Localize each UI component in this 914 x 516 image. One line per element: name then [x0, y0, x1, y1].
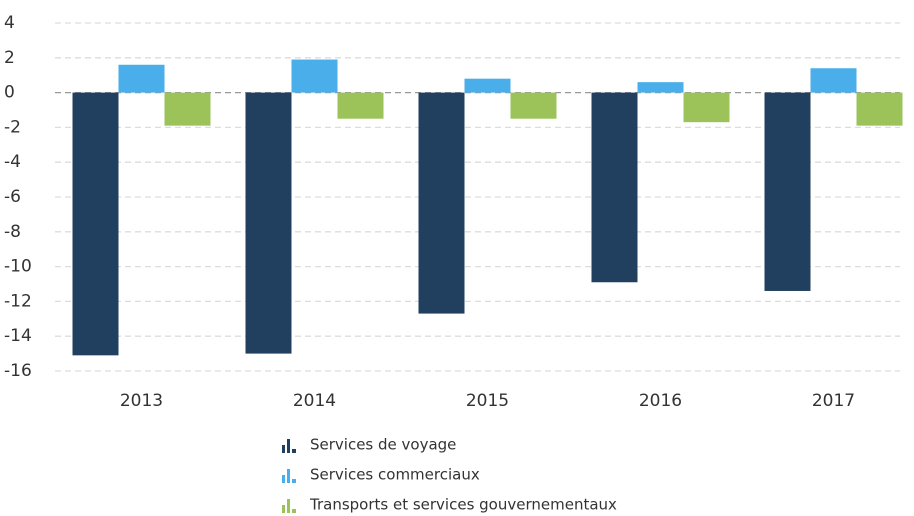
legend-label: Services commerciaux — [310, 466, 480, 484]
bar — [637, 82, 684, 93]
legend-icon — [282, 505, 285, 513]
x-tick-label: 2014 — [293, 391, 336, 411]
bar — [245, 92, 292, 354]
y-tick-label: -4 — [4, 152, 21, 172]
bar — [810, 68, 857, 93]
y-tick-label: -6 — [4, 187, 21, 207]
y-tick-label: 2 — [4, 48, 15, 68]
legend-icon — [282, 445, 285, 453]
bar — [418, 92, 465, 314]
y-tick-label: -8 — [4, 222, 21, 242]
y-tick-label: 0 — [4, 83, 15, 103]
legend-icon — [287, 499, 290, 513]
bar — [464, 78, 511, 93]
x-tick-label: 2013 — [120, 391, 163, 411]
x-tick-label: 2017 — [812, 391, 855, 411]
y-tick-label: -12 — [4, 291, 32, 311]
legend-label: Transports et services gouvernementaux — [309, 496, 617, 514]
legend-icon — [287, 469, 290, 483]
bar — [337, 92, 384, 119]
y-tick-label: -2 — [4, 117, 21, 137]
legend-icon — [292, 479, 296, 483]
bar — [683, 92, 730, 123]
x-tick-label: 2015 — [466, 391, 509, 411]
bar — [591, 92, 638, 283]
y-tick-label: -14 — [4, 326, 32, 346]
bar — [764, 92, 811, 291]
bar — [856, 92, 903, 126]
legend-icon — [287, 439, 290, 453]
legend-icon — [292, 449, 296, 453]
bar — [118, 64, 165, 93]
legend-label: Services de voyage — [310, 436, 456, 454]
y-tick-label: -10 — [4, 257, 32, 277]
bar — [72, 92, 119, 356]
bar — [164, 92, 211, 126]
x-tick-label: 2016 — [639, 391, 682, 411]
legend-icon — [282, 475, 285, 483]
legend-icon — [292, 509, 296, 513]
bar — [510, 92, 557, 119]
y-tick-label: 4 — [4, 13, 15, 33]
bar — [291, 59, 338, 93]
y-tick-label: -16 — [4, 361, 32, 381]
